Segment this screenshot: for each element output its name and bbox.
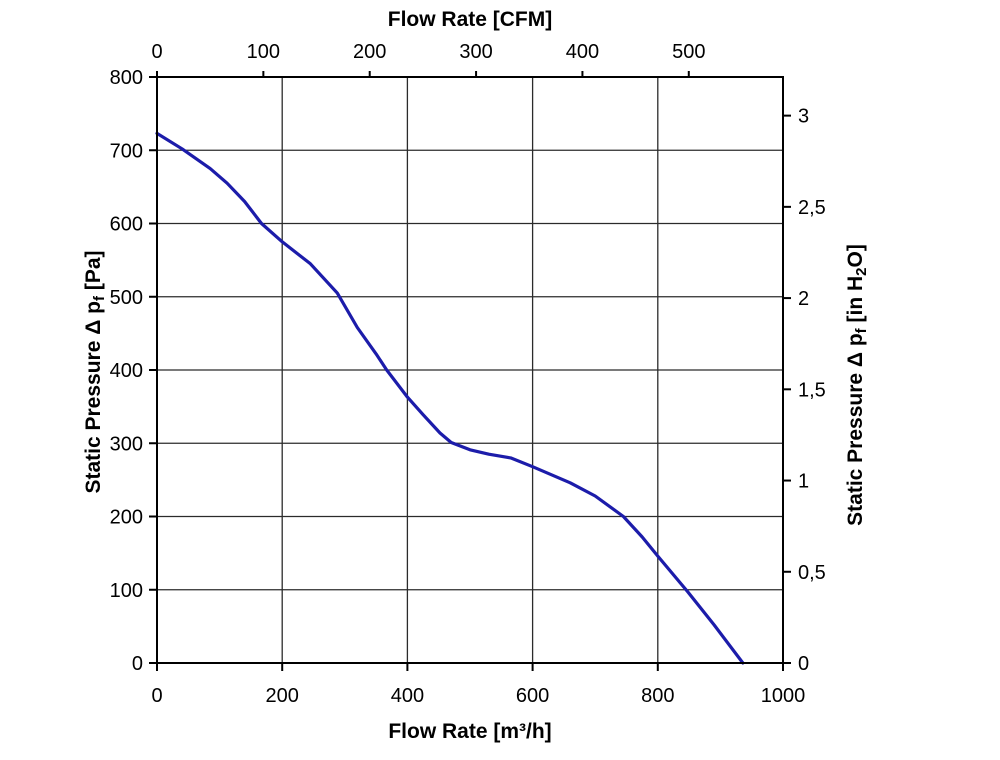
curve-series — [155, 131, 745, 665]
tick-label: 0 — [151, 685, 162, 707]
tick-label: 1,5 — [798, 379, 826, 401]
tick-label: 200 — [110, 507, 143, 529]
tick-label: 0,5 — [798, 562, 826, 584]
right-axis-ticks: 0 0,5 1 1,5 2 2,5 3 — [783, 106, 826, 675]
tick-label: 200 — [353, 41, 386, 63]
tick-label: 400 — [566, 41, 599, 63]
tick-label: 1 — [798, 471, 809, 493]
tick-label: 0 — [132, 653, 143, 675]
tick-label: 800 — [110, 67, 143, 89]
tick-label: 100 — [110, 580, 143, 602]
tick-label: 2 — [798, 288, 809, 310]
tick-label: 100 — [247, 41, 280, 63]
tick-label: 800 — [641, 685, 674, 707]
tick-label: 300 — [459, 41, 492, 63]
tick-label: 0 — [151, 41, 162, 63]
tick-label: 500 — [110, 287, 143, 309]
tick-label: 700 — [110, 140, 143, 162]
tick-label: 400 — [110, 360, 143, 382]
tick-label: 300 — [110, 433, 143, 455]
left-axis-title: Static Pressure Δ pf [Pa] — [82, 250, 108, 493]
top-axis-title: Flow Rate [CFM] — [388, 8, 552, 31]
tick-label: 400 — [391, 685, 424, 707]
tick-label: 0 — [798, 653, 809, 675]
tick-label: 600 — [516, 685, 549, 707]
left-axis-ticks: 0 100 200 300 400 500 600 700 800 — [110, 67, 157, 675]
static-pressure-curve — [155, 131, 745, 665]
tick-label: 1000 — [761, 685, 806, 707]
tick-label: 600 — [110, 214, 143, 236]
bottom-axis-ticks: 0 200 400 600 800 1000 — [151, 663, 805, 707]
tick-label: 500 — [672, 41, 705, 63]
tick-label: 200 — [266, 685, 299, 707]
grid-lines — [157, 77, 783, 663]
right-axis-title: Static Pressure Δ pf [in H2O] — [844, 244, 870, 526]
tick-label: 3 — [798, 106, 809, 128]
bottom-axis-title: Flow Rate [m³/h] — [388, 720, 551, 743]
tick-label: 2,5 — [798, 197, 826, 219]
top-axis-ticks: 0 100 200 300 400 500 — [151, 41, 705, 77]
